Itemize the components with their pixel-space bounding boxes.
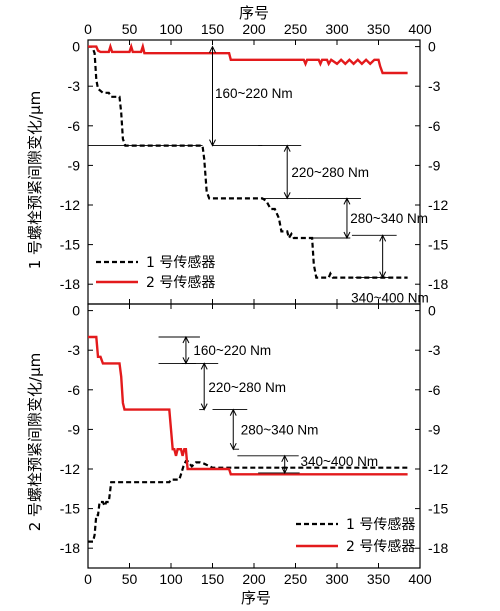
bottom-y-axis-title: 2 号螺栓预紧间隙变化/μm	[26, 353, 44, 532]
annotation-arrow-head	[281, 454, 289, 463]
annotation-1: 160~220 Nm	[88, 45, 293, 147]
annotation-3: 280~340 Nm	[212, 408, 319, 451]
y-tick-label-right: -3	[428, 78, 441, 94]
x-tick-label: 150	[201, 571, 225, 587]
y-tick-label-right: -3	[428, 342, 441, 358]
top-x-axis-title: 序号	[239, 4, 269, 22]
y-tick-label: -6	[68, 118, 81, 134]
x-tick-label: 250	[284, 571, 308, 587]
annotation-1: 160~220 Nm	[158, 335, 271, 365]
annotation-label: 160~220 Nm	[215, 86, 293, 101]
annotation-arrow-head	[283, 192, 291, 200]
y-tick-label-right: -6	[428, 118, 441, 134]
legend-label-2: 2 号传感器	[146, 274, 215, 291]
annotation-4: 340~400 Nm	[351, 234, 429, 305]
y-tick-label-right: -9	[428, 157, 441, 173]
y-tick-label-right: -12	[428, 461, 448, 477]
legend: 1 号传感器 2 号传感器	[296, 516, 415, 555]
x-tick-label: 50	[122, 571, 138, 587]
annotation-4: 340~400 Nm	[237, 454, 378, 475]
annotation-label: 280~340 Nm	[350, 211, 428, 226]
annotation-arrow-head	[379, 271, 387, 279]
legend-label-1: 1 号传感器	[146, 254, 215, 271]
bottom-x-axis-title: 序号	[241, 589, 271, 607]
annotation-label: 340~400 Nm	[351, 290, 429, 305]
chart-panel-2: 0 0-3 -3-6 -6-9 -9-12 -12-15 -15-18 -180 50 100 15…	[60, 303, 449, 587]
legend-label-1: 1 号传感器	[346, 516, 415, 533]
x-tick-label: 250	[284, 21, 308, 37]
y-tick-label-right: -15	[428, 237, 448, 253]
y-tick-label: 0	[72, 39, 80, 55]
y-tick-label: -15	[60, 501, 80, 517]
series-line-1	[88, 45, 408, 279]
y-tick-label: -12	[60, 197, 80, 213]
x-tick-label: 300	[325, 21, 349, 37]
x-tick-label: 0	[84, 571, 92, 587]
annotation-label: 280~340 Nm	[241, 422, 319, 437]
annotation-label: 220~280 Nm	[291, 165, 369, 180]
y-tick-label: 0	[72, 303, 80, 319]
y-tick-label-right: -12	[428, 197, 448, 213]
y-tick-label: -9	[68, 157, 81, 173]
annotation-2: 220~280 Nm	[181, 362, 286, 411]
annotation-arrow-head	[209, 139, 216, 147]
y-tick-label-right: -18	[428, 540, 448, 556]
top-y-axis-title: 1 号螺栓预紧间隙变化/μm	[26, 91, 44, 270]
x-tick-label: 300	[325, 571, 349, 587]
annotation-arrow-head	[229, 408, 237, 416]
annotation-arrow-head	[200, 403, 208, 411]
x-tick-label: 100	[159, 571, 183, 587]
y-tick-label: -3	[68, 342, 81, 358]
y-tick-label: -3	[68, 78, 81, 94]
x-tick-label: 350	[367, 21, 391, 37]
annotation-arrow-head	[283, 144, 291, 152]
y-tick-label: -9	[68, 421, 81, 437]
x-tick-label: 200	[242, 571, 266, 587]
x-tick-label: 350	[367, 571, 391, 587]
y-tick-label: -12	[60, 461, 80, 477]
annotation-label: 160~220 Nm	[193, 343, 271, 358]
y-tick-label-right: -18	[428, 276, 448, 292]
annotation-arrow-head	[379, 234, 387, 242]
y-tick-label: -15	[60, 237, 80, 253]
y-tick-label: -18	[60, 540, 80, 556]
series-line-2	[88, 335, 408, 476]
x-tick-label: 400	[408, 21, 432, 37]
annotation-arrow-head	[281, 466, 289, 475]
annotation-arrow-head	[343, 197, 351, 205]
annotation-arrow-head	[229, 442, 237, 451]
legend: 1 号传感器 2 号传感器	[96, 254, 215, 291]
x-tick-label: 50	[122, 21, 138, 37]
x-tick-label: 100	[159, 21, 183, 37]
y-tick-label-right: -15	[428, 501, 448, 517]
annotation-3: 280~340 Nm	[307, 197, 428, 240]
y-tick-label-right: 0	[428, 39, 436, 55]
y-tick-label-right: -6	[428, 382, 441, 398]
x-tick-label: 400	[408, 571, 432, 587]
y-tick-label: -6	[68, 382, 81, 398]
x-tick-label: 0	[84, 21, 92, 37]
annotation-arrow-head	[343, 231, 351, 240]
series-line-2	[88, 42, 408, 75]
annotation-2: 220~280 Nm	[258, 144, 369, 200]
annotation-arrow-head	[200, 362, 208, 370]
y-tick-label-right: 0	[428, 303, 436, 319]
x-tick-label: 150	[201, 21, 225, 37]
annotation-arrow-head	[209, 45, 216, 53]
y-tick-label-right: -9	[428, 421, 441, 437]
annotation-label: 220~280 Nm	[208, 380, 286, 395]
x-tick-label: 200	[242, 21, 266, 37]
legend-label-2: 2 号传感器	[346, 538, 415, 555]
plot-frame	[87, 39, 421, 305]
annotation-arrow-head	[182, 335, 190, 344]
y-tick-label: -18	[60, 276, 80, 292]
chart-panel-1: 0 0-3 -3-6 -6-9 -9-12 -12-15 -15-18 -180 50 100 15…	[60, 21, 449, 305]
series-line-1	[88, 460, 408, 543]
annotation-label: 340~400 Nm	[300, 454, 378, 469]
